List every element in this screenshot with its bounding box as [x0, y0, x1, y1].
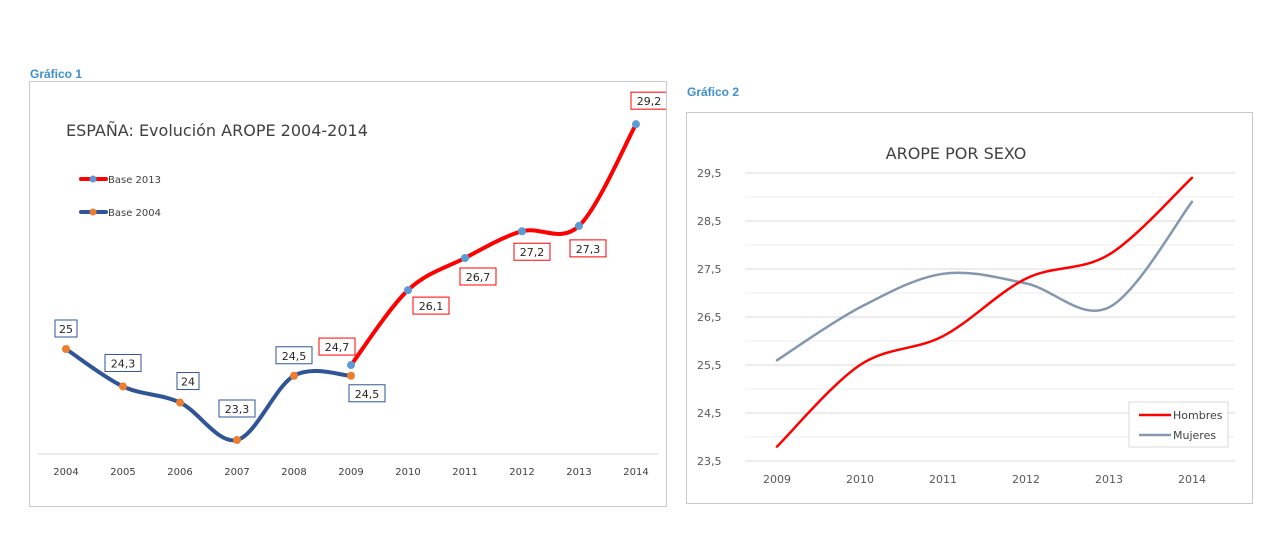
x-tick-label: 2010: [846, 473, 874, 486]
x-tick-label: 2011: [452, 467, 477, 478]
legend-label: Base 2004: [108, 208, 161, 219]
x-tick-label: 2007: [224, 467, 249, 478]
data-label: 25: [59, 323, 73, 336]
data-label: 29,2: [637, 95, 662, 108]
x-tick-label: 2008: [281, 467, 306, 478]
chart2-frame: AROPE POR SEXO 23,5 24,5 25,5 26,5 27,5 28,5 2…: [686, 112, 1253, 504]
legend-swatch-marker: [89, 208, 97, 216]
x-tick-label: 2006: [167, 467, 192, 478]
data-point: [290, 371, 298, 380]
data-label-box: [412, 296, 450, 315]
x-tick-label: 2012: [1012, 473, 1040, 486]
data-label: 27,2: [520, 246, 545, 259]
x-tick-label: 2014: [623, 467, 648, 478]
x-tick-label: 2013: [1095, 473, 1123, 486]
data-label-box: [318, 337, 356, 356]
x-tick-label: 2012: [509, 467, 534, 478]
data-label: 24,5: [282, 350, 307, 363]
data-label: 24,5: [355, 388, 380, 401]
chart1-caption: Gráfico 1: [30, 67, 83, 81]
data-label: 26,7: [466, 271, 491, 284]
data-point: [176, 398, 184, 407]
legend-label: Hombres: [1173, 409, 1223, 422]
y-tick-label: 29,5: [697, 167, 722, 180]
data-label-box: [459, 267, 497, 286]
legend-box: [1128, 401, 1229, 448]
chart1-title: ESPAÑA: Evolución AROPE 2004-2014: [66, 121, 368, 140]
x-tick-label: 2013: [566, 467, 591, 478]
legend-label: Base 2013: [108, 175, 161, 186]
arope-evolution-chart: ESPAÑA: Evolución AROPE 2004-2014 Base 2…: [38, 91, 668, 478]
data-label-box: [218, 399, 256, 418]
data-label: 27,3: [576, 243, 601, 256]
data-label: 24,3: [111, 357, 136, 370]
data-point: [119, 382, 127, 391]
series-line-mujeres: [775, 200, 1194, 362]
x-tick-label: 2005: [110, 467, 135, 478]
series-line-base-2013: [349, 122, 638, 368]
data-label: 24: [181, 376, 195, 389]
data-label: 24,7: [325, 341, 350, 354]
data-label-box: [275, 346, 313, 365]
data-point: [518, 227, 526, 236]
data-point: [461, 254, 469, 262]
data-point: [62, 345, 70, 353]
data-point: [404, 286, 412, 295]
x-tick-label: 2010: [395, 467, 420, 478]
chart2-caption: Gráfico 2: [687, 85, 740, 99]
data-label: 26,1: [419, 300, 444, 313]
data-label-box: [176, 372, 200, 391]
y-tick-label: 24,5: [697, 407, 722, 420]
legend-label: Mujeres: [1173, 429, 1216, 442]
y-tick-label: 26,5: [697, 311, 722, 324]
data-label-box: [348, 384, 386, 403]
y-tick-label: 25,5: [697, 359, 722, 372]
chart1-frame: ESPAÑA: Evolución AROPE 2004-2014 Base 2…: [29, 81, 668, 507]
data-point: [347, 371, 355, 380]
data-label-box: [569, 239, 607, 258]
chart2-title: AROPE POR SEXO: [886, 144, 1027, 163]
data-label-box: [513, 242, 551, 261]
y-tick-label: 23,5: [697, 455, 722, 468]
data-label-box: [104, 353, 142, 372]
x-tick-label: 2009: [763, 473, 791, 486]
data-point: [233, 436, 241, 444]
data-label-box: [54, 319, 78, 338]
legend-swatch-marker: [89, 175, 97, 183]
x-tick-label: 2004: [53, 467, 78, 478]
data-point: [347, 361, 355, 370]
x-tick-label: 2009: [338, 467, 363, 478]
y-tick-label: 28,5: [697, 215, 722, 228]
x-tick-label: 2011: [929, 473, 957, 486]
x-tick-label: 2014: [1178, 473, 1206, 486]
series-line-hombres: [775, 176, 1194, 448]
data-point: [575, 221, 583, 230]
data-label: 23,3: [225, 403, 250, 416]
arope-by-sex-chart: AROPE POR SEXO 23,5 24,5 25,5 26,5 27,5 28,5 2…: [697, 144, 1235, 486]
data-point: [632, 120, 640, 129]
y-tick-label: 27,5: [697, 263, 722, 276]
